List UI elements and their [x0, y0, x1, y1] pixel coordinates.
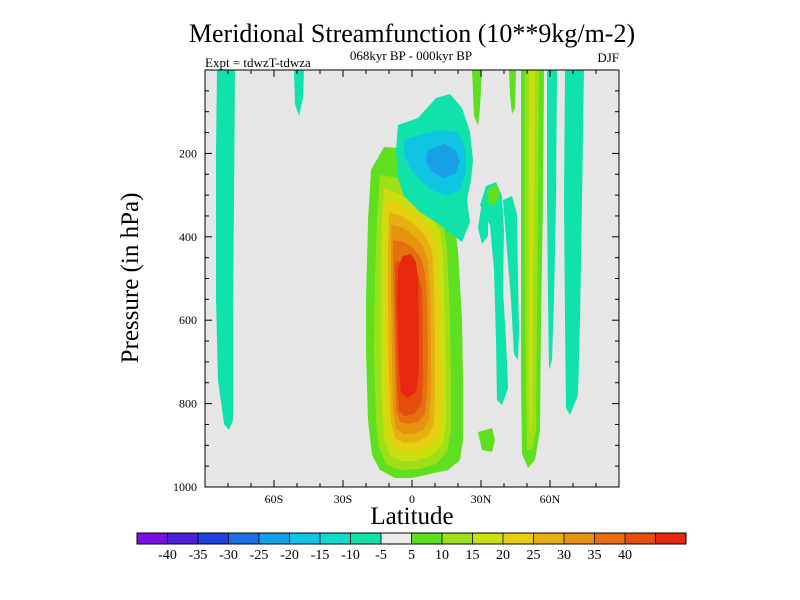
- colorbar-swatch: [564, 533, 595, 544]
- x-tick-label: 0: [409, 492, 415, 506]
- colorbar-swatch: [289, 533, 321, 544]
- y-tick-label: 1000: [173, 480, 197, 494]
- colorbar-swatch: [472, 533, 504, 544]
- colorbar-swatch: [625, 533, 656, 544]
- colorbar-swatch: [594, 533, 626, 544]
- colorbar-label: 35: [588, 548, 602, 563]
- x-tick-label: 60N: [540, 492, 561, 506]
- colorbar-label: 30: [557, 548, 571, 563]
- contour-north-pos-g: [529, 70, 535, 432]
- colorbar-swatch: [137, 533, 168, 544]
- y-tick-label: 800: [179, 397, 197, 411]
- contour-north-neg-strip-b: [564, 70, 584, 415]
- colorbar-swatch: [198, 533, 229, 544]
- colorbar-swatch: [320, 533, 351, 544]
- contour-north-pos-d: [478, 428, 495, 452]
- contour-cell-max: [397, 254, 419, 398]
- x-tick-label: 30S: [334, 492, 353, 506]
- colorbar-swatch: [655, 533, 687, 544]
- colorbar-label: 15: [466, 548, 480, 563]
- contour-north-pos-b: [509, 70, 516, 114]
- y-tick-label: 600: [179, 313, 197, 327]
- colorbar-label: -15: [311, 548, 330, 563]
- colorbar-swatch: [411, 533, 443, 544]
- colorbar-label: -10: [341, 548, 360, 563]
- colorbar-swatch: [442, 533, 473, 544]
- x-tick-label: 60S: [265, 492, 284, 506]
- colorbar-label: -25: [250, 548, 269, 563]
- colorbar-swatch: [503, 533, 534, 544]
- colorbar-swatch: [381, 533, 412, 544]
- contour-southern-strip: [216, 70, 235, 430]
- contour-north-neg-a: [480, 182, 508, 405]
- season-label: DJF: [597, 50, 619, 65]
- y-tick-label: 400: [179, 230, 197, 244]
- contour-fills: [216, 70, 584, 478]
- x-axis-label: Latitude: [370, 503, 453, 530]
- colorbar-label: -20: [280, 548, 299, 563]
- contour-north-neg-c: [478, 208, 488, 244]
- colorbar: -40 -35 -30 -25 -20 -15 -10 -5 5 10 15 20 25 30 35 40: [136, 532, 687, 563]
- colorbar-swatch: [228, 533, 260, 544]
- contour-north-pos-c: [487, 184, 500, 205]
- axis-ticks: 60S 30S 0 30N 60N 200 400 600 800 1000: [173, 70, 619, 506]
- y-axis-label: Pressure (in hPa): [117, 193, 144, 364]
- colorbar-swatch: [167, 533, 199, 544]
- colorbar-label: -40: [158, 548, 177, 563]
- contour-upper-neg-15: [426, 144, 460, 178]
- colorbar-swatch: [259, 533, 290, 544]
- colorbar-label: 40: [618, 548, 632, 563]
- colorbar-label: 5: [408, 548, 415, 563]
- colorbar-label: 20: [496, 548, 510, 563]
- y-tick-label: 200: [179, 146, 197, 160]
- colorbar-swatch: [533, 533, 565, 544]
- experiment-label: Expt = tdwzT-tdwza: [205, 55, 311, 70]
- colorbar-label: -35: [189, 548, 208, 563]
- chart-title: Meridional Streamfunction (10**9kg/m-2): [189, 19, 635, 48]
- colorbar-swatch: [350, 533, 382, 544]
- colorbar-label: -5: [375, 548, 387, 563]
- colorbar-label: 10: [435, 548, 449, 563]
- colorbar-label: -30: [219, 548, 238, 563]
- colorbar-label: 25: [527, 548, 541, 563]
- contour-north-neg-b: [503, 196, 519, 360]
- chart-subtitle: 068kyr BP - 000kyr BP: [350, 48, 472, 63]
- contour-small-upper-strip: [294, 70, 304, 116]
- contour-north-neg-strip-a: [547, 70, 557, 370]
- x-tick-label: 30N: [471, 492, 492, 506]
- contour-north-pos-a: [472, 70, 482, 126]
